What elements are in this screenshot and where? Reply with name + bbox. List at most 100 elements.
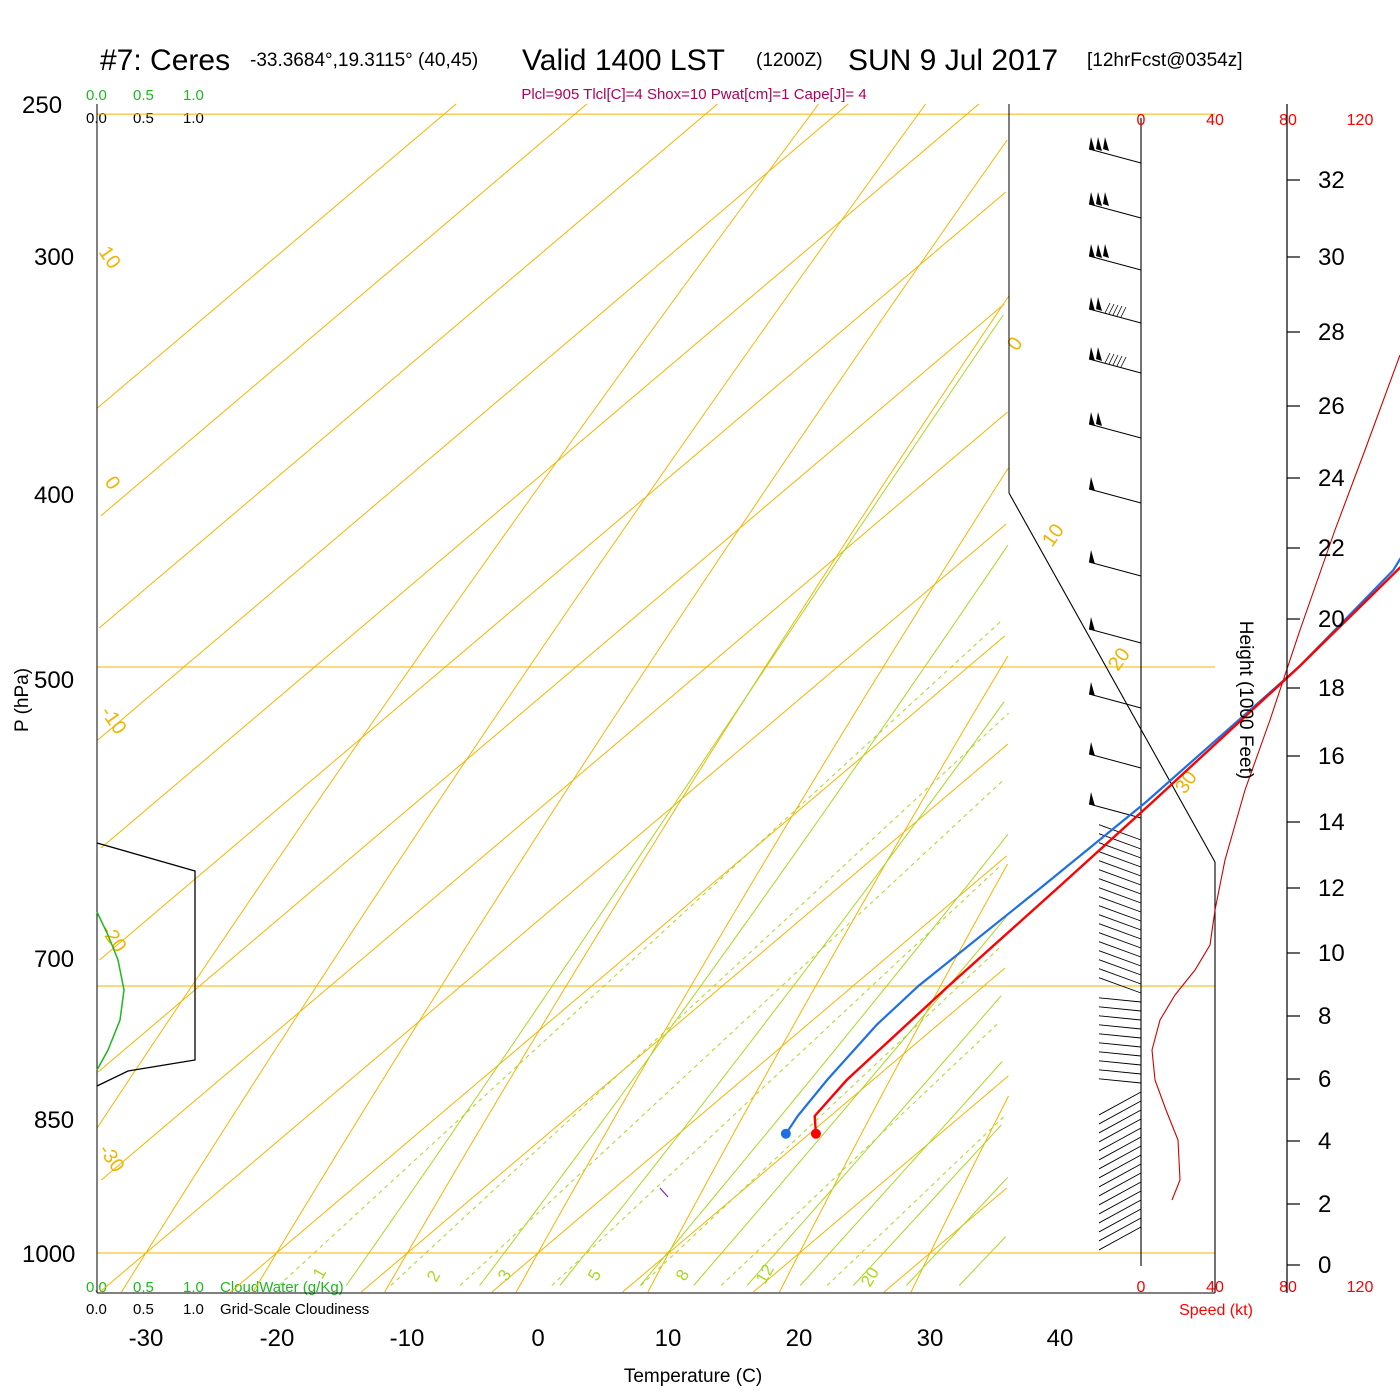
height-tick-12: 12 [1318, 875, 1345, 902]
date-label: SUN 9 Jul 2017 [848, 44, 1058, 77]
height-tick-20: 20 [1318, 606, 1345, 633]
temperature-axis: -30 -20 -10 0 10 20 30 40 Temperature (C… [129, 1325, 1074, 1387]
cloud-black-tick-0: 0.0 [86, 110, 107, 127]
speed-tick-bottom-0: 0 [1137, 1279, 1146, 1296]
dewpoint-profile [784, 557, 1400, 1135]
wind-barb-shaft-low [1098, 1118, 1142, 1143]
temp-tick-m20: -20 [260, 1325, 295, 1352]
wind-barb-flag [1096, 347, 1102, 361]
wind-speed-profile [1151, 354, 1400, 1201]
wind-barb-shaft [1088, 488, 1142, 504]
wind-barb-flag [1096, 244, 1102, 258]
wind-barb-flag [1089, 137, 1095, 151]
cloudiness-label: Grid-Scale Cloudiness [220, 1301, 369, 1318]
wind-barb-shaft-low [1098, 1199, 1142, 1224]
station-title: #7: Ceres [100, 44, 230, 77]
mixing-ratio-3 [459, 779, 1004, 1286]
wind-barb-shaft-low [1098, 1181, 1142, 1206]
cloud-green-tick-0-bottom: 0.0 [86, 1279, 107, 1296]
wind-barb-shaft [1088, 803, 1142, 819]
wind-barb-flag [1089, 617, 1095, 631]
isotherm--60 [99, 191, 1007, 961]
wind-barb-shaft-low [1098, 932, 1142, 949]
height-tick-30: 30 [1318, 244, 1345, 271]
mixing-ratio-12 [720, 1023, 998, 1286]
cloudwater-label: CloudWater (g/Kg) [220, 1279, 344, 1296]
wind-barb-shaft-low [1098, 1042, 1142, 1048]
wind-barb-shaft-low [1098, 941, 1142, 958]
cloud-scale-bottom: 0.0 0.5 1.0 CloudWater (g/Kg) 0.0 0.5 1.… [86, 1279, 369, 1318]
wind-barb-shaft-low [1098, 1172, 1142, 1197]
parcel-trace [659, 1187, 669, 1198]
wind-barb-flag [1089, 297, 1095, 311]
wind-barb-flag [1096, 137, 1102, 151]
pressure-tick-500: 500 [34, 667, 74, 694]
height-tick-24: 24 [1318, 465, 1345, 492]
cloud-black-tick-1-bottom: 0.5 [133, 1301, 154, 1318]
dry-adiabat-0 [515, 467, 1009, 1293]
temp-tick-m10: -10 [390, 1325, 425, 1352]
wind-barb-feather [1104, 352, 1111, 364]
isotherm--40 [100, 411, 1008, 1181]
pressure-tick-400: 400 [34, 482, 74, 509]
wind-barb-shaft-low [1098, 1217, 1142, 1242]
wind-barb-shaft-low [1098, 1091, 1142, 1116]
wind-barb-flag [1089, 550, 1095, 564]
pressure-tick-250: 250 [22, 92, 62, 119]
wind-barb-shaft-low [1098, 950, 1142, 967]
height-tick-0: 0 [1318, 1252, 1331, 1279]
isotherm--30 [99, 523, 1007, 1293]
moist-adiabat-0 [479, 544, 1009, 1286]
wind-barb-shaft-low [1098, 833, 1142, 850]
isotherm--110 [97, 103, 457, 409]
wind-barb-shaft-low [1098, 959, 1142, 976]
wind-barb-shaft [1088, 423, 1142, 439]
cloud-green-tick-0: 0.0 [86, 87, 107, 104]
isotherm--20 [230, 635, 1006, 1293]
wind-barb-shaft [1088, 628, 1142, 644]
height-tick-18: 18 [1318, 675, 1345, 702]
temperature-axis-label: Temperature (C) [624, 1366, 762, 1387]
wind-barb-flag [1096, 192, 1102, 206]
pressure-tick-300: 300 [34, 244, 74, 271]
temp-tick-m30: -30 [129, 1325, 164, 1352]
temp-tick-20: 20 [786, 1325, 813, 1352]
utc-time: (1200Z) [756, 50, 823, 71]
wind-barb-feather [1112, 304, 1119, 316]
wind-barb-flag [1089, 244, 1095, 258]
mixing-ratio-8 [640, 946, 1001, 1286]
wind-barb-flag [1089, 792, 1095, 806]
wind-barb-shaft [1088, 358, 1142, 374]
wind-barb-shaft-low [1098, 1163, 1142, 1188]
wind-barb-flag [1096, 297, 1102, 311]
surface-dewpoint-marker [780, 1128, 791, 1139]
speed-tick-top-0: 0 [1137, 112, 1146, 129]
height-tick-2: 2 [1318, 1191, 1331, 1218]
pressure-axis-label: P (hPa) [12, 668, 33, 732]
wind-barb-shaft-low [1098, 1226, 1142, 1251]
wind-barb-shaft-low [1098, 997, 1142, 1003]
speed-axis: 0 40 80 120 0 40 80 120 Speed (kt) [1137, 112, 1374, 1319]
cloud-scale-top: 0.0 0.5 1.0 0.0 0.5 1.0 [86, 87, 204, 127]
cloud-green-tick-2: 1.0 [183, 87, 204, 104]
cloud-black-tick-2: 1.0 [183, 110, 204, 127]
wind-barb-shaft-low [1098, 977, 1142, 994]
wind-barb-shaft-low [1098, 851, 1142, 868]
wind-barb-shaft-low [1098, 1060, 1142, 1066]
isotherm--80 [97, 103, 849, 741]
wind-barb-flag [1103, 244, 1109, 258]
isotherm--90 [98, 103, 718, 629]
wind-barb-shaft-low [1098, 1190, 1142, 1215]
wind-barb-shaft [1088, 255, 1142, 271]
wind-barb-flag [1103, 137, 1109, 151]
wind-barb-shaft [1088, 753, 1142, 769]
isotherm-20 [753, 1075, 1009, 1293]
speed-axis-label: Speed (kt) [1179, 1302, 1253, 1319]
isotherm--50 [97, 303, 1005, 1073]
height-tick-6: 6 [1318, 1066, 1331, 1093]
moist-adiabat-12 [639, 833, 1009, 1286]
wind-barb-flag [1089, 742, 1095, 756]
isotherm-lines [97, 103, 1009, 1293]
forecast-label: [12hrFcst@0354z] [1087, 50, 1243, 71]
